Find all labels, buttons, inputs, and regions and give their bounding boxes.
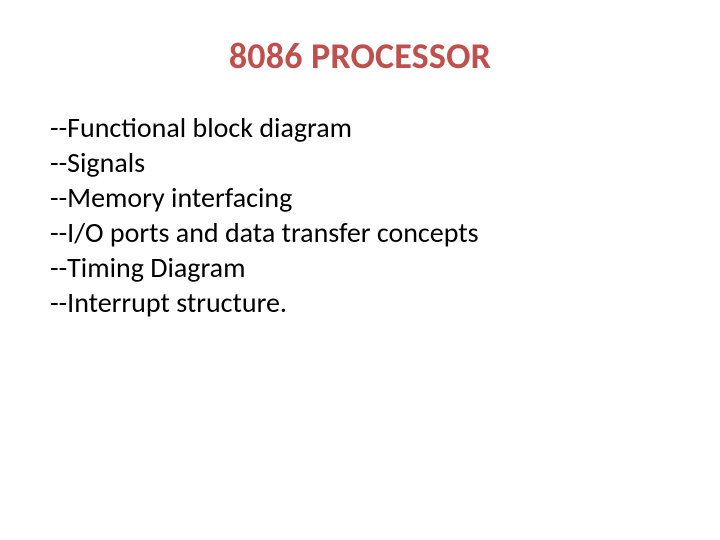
body-line: --Signals: [50, 145, 670, 180]
body-line: --Memory interfacing: [50, 180, 670, 215]
slide: 8086 PROCESSOR --Functional block diagra…: [0, 0, 720, 540]
body-line: --I/O ports and data transfer concepts: [50, 215, 670, 250]
slide-title-container: 8086 PROCESSOR: [140, 34, 580, 78]
body-line: --Interrupt structure.: [50, 285, 670, 320]
slide-body: --Functional block diagram --Signals --M…: [50, 110, 670, 320]
body-line: --Timing Diagram: [50, 250, 670, 285]
body-line: --Functional block diagram: [50, 110, 670, 145]
slide-title: 8086 PROCESSOR: [229, 34, 491, 78]
